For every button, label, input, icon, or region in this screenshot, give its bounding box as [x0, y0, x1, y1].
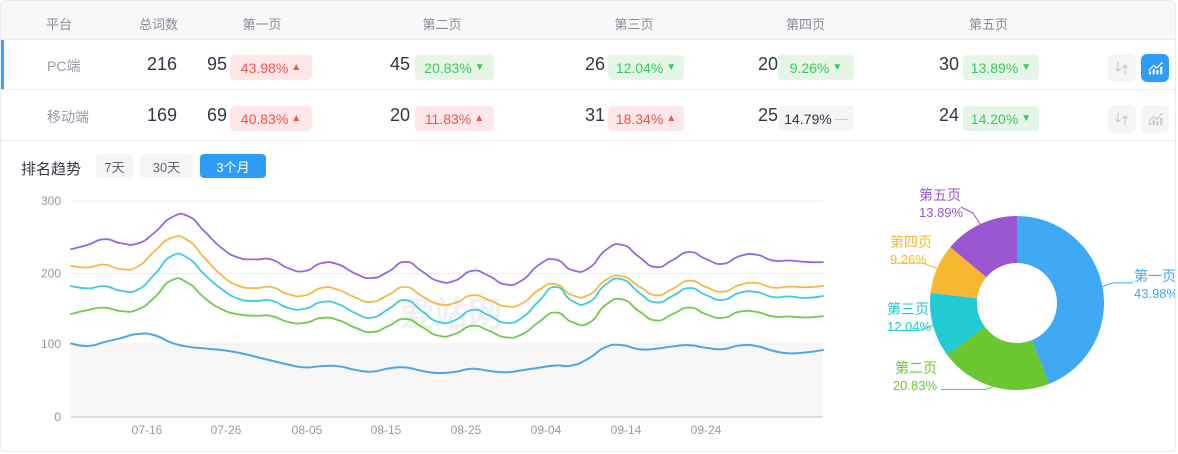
svg-text:第五页: 第五页 — [919, 187, 961, 203]
svg-text:第四页: 第四页 — [890, 234, 932, 250]
svg-text:12.04%: 12.04% — [887, 319, 932, 334]
svg-text:43.98%: 43.98% — [1134, 286, 1176, 301]
svg-text:20.83%: 20.83% — [893, 378, 938, 393]
svg-text:13.89%: 13.89% — [919, 205, 964, 220]
svg-text:第三页: 第三页 — [887, 301, 929, 317]
svg-text:第一页: 第一页 — [1134, 268, 1176, 284]
svg-text:9.26%: 9.26% — [890, 252, 927, 267]
svg-text:第二页: 第二页 — [895, 360, 937, 376]
